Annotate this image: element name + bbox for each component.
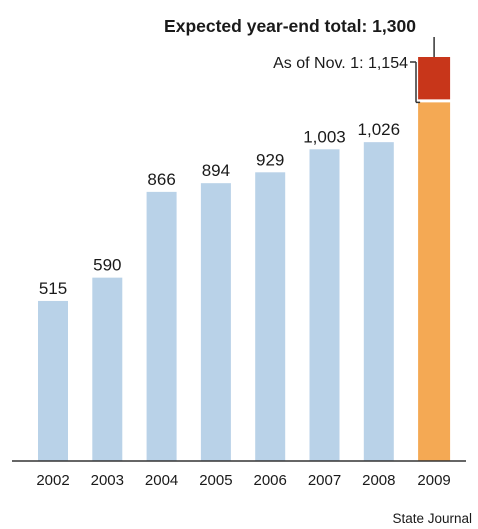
value-label-2002: 515 <box>39 279 67 298</box>
value-label-2004: 866 <box>147 170 175 189</box>
bar-2007 <box>309 149 340 461</box>
bar-2006 <box>255 172 286 461</box>
annotation-label: As of Nov. 1: 1,154 <box>273 55 408 72</box>
bar-2005 <box>200 183 231 461</box>
bar-2002 <box>38 300 68 461</box>
x-tick-2008: 2008 <box>362 472 395 489</box>
bar-2008 <box>363 142 394 462</box>
x-tick-2002: 2002 <box>36 472 69 489</box>
value-label-2006: 929 <box>256 150 284 169</box>
value-labels-group: 515 590 866 894 929 1,003 1,026 <box>39 120 400 298</box>
value-label-2005: 894 <box>202 161 230 180</box>
x-tick-2005: 2005 <box>199 472 232 489</box>
bar-2003 <box>92 277 123 461</box>
x-tick-2009: 2009 <box>417 472 450 489</box>
x-tick-labels-group: 2002 2003 2004 2005 2006 2007 2008 2009 <box>36 472 450 489</box>
source-credit: State Journal <box>392 511 472 526</box>
bar-2004 <box>146 191 177 461</box>
bar-2009 <box>418 102 451 461</box>
bar-2009-projected <box>418 57 451 100</box>
value-label-2003: 590 <box>93 256 121 275</box>
x-tick-2006: 2006 <box>254 472 287 489</box>
value-label-2008: 1,026 <box>358 120 401 139</box>
value-label-2007: 1,003 <box>303 127 346 146</box>
x-tick-2003: 2003 <box>91 472 124 489</box>
x-tick-2007: 2007 <box>308 472 341 489</box>
chart-title: Expected year-end total: 1,300 <box>164 16 416 36</box>
bars-group <box>38 57 451 462</box>
x-tick-2004: 2004 <box>145 472 178 489</box>
